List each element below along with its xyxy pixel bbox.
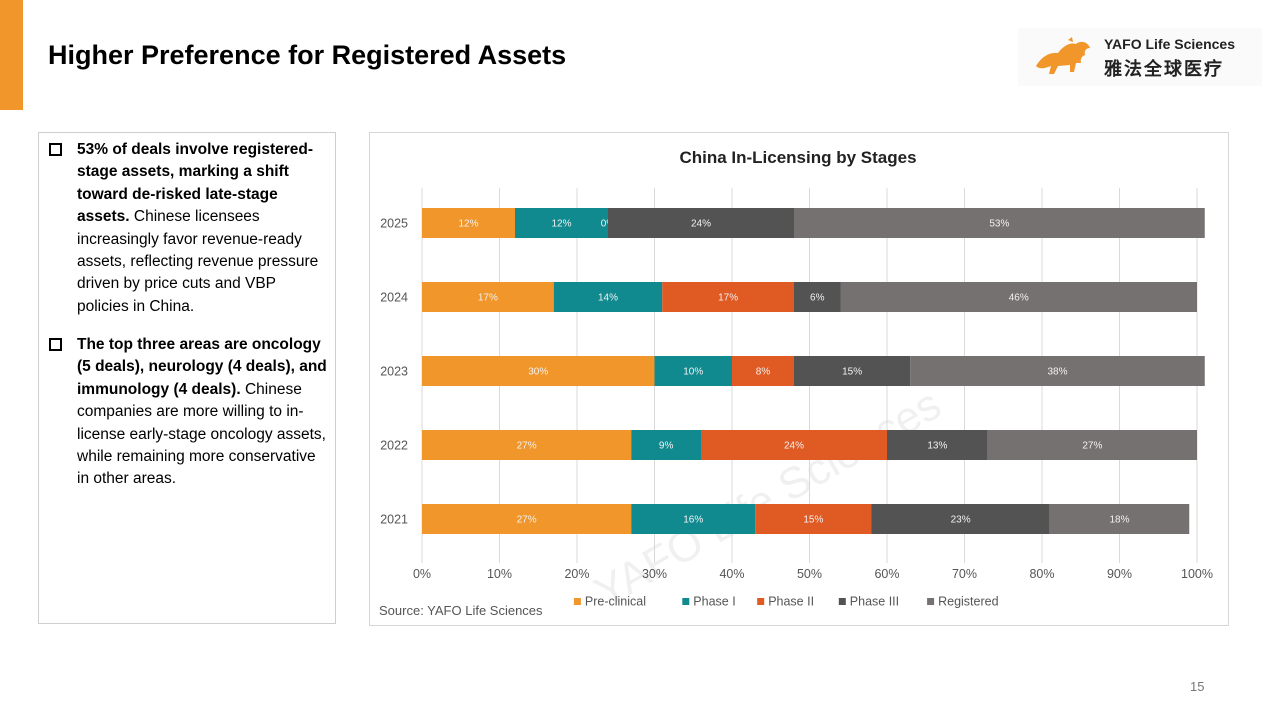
x-tick-label: 30% <box>642 567 667 581</box>
x-tick-label: 40% <box>719 567 744 581</box>
legend-label: Phase III <box>850 595 899 609</box>
data-label: 24% <box>691 219 711 230</box>
bar-segment <box>631 430 701 460</box>
bar-segment <box>871 504 1050 534</box>
bar-segment <box>422 504 632 534</box>
data-label: 16% <box>683 515 703 526</box>
data-label: 30% <box>528 367 548 378</box>
bar-segment <box>840 282 1197 312</box>
data-label: 15% <box>803 515 823 526</box>
y-category-label: 2024 <box>380 291 408 305</box>
x-tick-label: 10% <box>487 567 512 581</box>
chart-container: YAFO Life Sciences China In-Licensing by… <box>369 132 1229 626</box>
legend-swatch <box>682 598 690 605</box>
data-label: 46% <box>1009 293 1029 304</box>
bar-segment <box>794 208 1205 238</box>
key-findings-box: 53% of deals involve registered-stage as… <box>38 132 336 624</box>
bar-segment <box>515 208 608 238</box>
y-category-label: 2023 <box>380 365 408 379</box>
data-label: 27% <box>517 441 537 452</box>
bar-segment <box>732 356 794 386</box>
bar-segment <box>755 504 872 534</box>
data-label: 10% <box>683 367 703 378</box>
checkbox-bullet-icon <box>49 338 62 351</box>
checkbox-bullet-icon <box>49 143 62 156</box>
data-label: 18% <box>1109 515 1129 526</box>
data-label: 53% <box>989 219 1009 230</box>
bar-segment <box>662 282 794 312</box>
data-label: 13% <box>927 441 947 452</box>
x-tick-label: 50% <box>797 567 822 581</box>
bar-segment <box>794 356 911 386</box>
data-label: 9% <box>659 441 674 452</box>
lion-icon <box>1036 37 1090 74</box>
chart-title: China In-Licensing by Stages <box>679 148 916 167</box>
legend-swatch <box>573 598 581 605</box>
legend-label: Pre-clinical <box>585 595 646 609</box>
legend-swatch <box>838 598 846 605</box>
bullet-text: Chinese companies are more willing to in… <box>77 380 326 488</box>
bullet-bold-text: 53% of deals involve registered-stage as… <box>77 141 314 226</box>
bar-segment <box>887 430 988 460</box>
legend-label: Registered <box>938 595 998 609</box>
y-category-label: 2022 <box>380 439 408 453</box>
bullet-text: Chinese licensees increasingly favor rev… <box>77 208 319 315</box>
bar-segment <box>654 356 732 386</box>
x-tick-label: 100% <box>1181 567 1213 581</box>
legend-swatch <box>927 598 935 605</box>
bar-segment <box>701 430 887 460</box>
x-tick-label: 90% <box>1107 567 1132 581</box>
x-tick-label: 60% <box>874 567 899 581</box>
legend-label: Phase I <box>693 595 735 609</box>
data-label: 17% <box>718 293 738 304</box>
bar-segment <box>422 356 655 386</box>
data-label: 27% <box>517 515 537 526</box>
bar-segment <box>910 356 1205 386</box>
stacked-bar-chart: YAFO Life Sciences China In-Licensing by… <box>379 148 1213 618</box>
watermark-text: YAFO Life Sciences <box>586 380 949 618</box>
data-label: 14% <box>598 293 618 304</box>
chart-source: Source: YAFO Life Sciences <box>379 603 543 618</box>
logo-name-en: YAFO Life Sciences <box>1104 36 1235 52</box>
y-category-label: 2021 <box>380 513 408 527</box>
page-number: 15 <box>1190 679 1205 694</box>
x-tick-label: 0% <box>413 567 431 581</box>
legend-label: Phase II <box>768 595 814 609</box>
data-label: 15% <box>842 367 862 378</box>
bullet-item: The top three areas are oncology (5 deal… <box>49 334 327 491</box>
bar-segment <box>422 282 554 312</box>
data-label: 12% <box>551 219 571 230</box>
x-tick-label: 20% <box>564 567 589 581</box>
data-label: 27% <box>1082 441 1102 452</box>
bar-segment <box>608 208 794 238</box>
data-label: 8% <box>756 367 771 378</box>
data-label: 17% <box>478 293 498 304</box>
data-label: 38% <box>1047 367 1067 378</box>
data-label: 24% <box>784 441 804 452</box>
bullet-item: 53% of deals involve registered-stage as… <box>49 139 327 318</box>
bar-segment <box>1049 504 1190 534</box>
bar-segment <box>553 282 663 312</box>
bullet-bold-text: The top three areas are oncology (5 deal… <box>77 336 327 398</box>
accent-bar <box>0 0 23 110</box>
bar-segment <box>987 430 1197 460</box>
bar-segment <box>631 504 756 534</box>
company-logo: YAFO Life Sciences 雅法全球医疗 <box>1018 28 1262 86</box>
legend-swatch <box>757 598 765 605</box>
data-label: 6% <box>810 293 825 304</box>
data-label: 12% <box>458 219 478 230</box>
data-label: 23% <box>951 515 971 526</box>
bar-segment <box>422 208 515 238</box>
logo-name-zh: 雅法全球医疗 <box>1104 59 1224 79</box>
page-title: Higher Preference for Registered Assets <box>48 40 567 70</box>
x-tick-label: 70% <box>952 567 977 581</box>
x-tick-label: 80% <box>1029 567 1054 581</box>
bar-segment <box>422 430 632 460</box>
y-category-label: 2025 <box>380 217 408 231</box>
bar-segment <box>794 282 841 312</box>
